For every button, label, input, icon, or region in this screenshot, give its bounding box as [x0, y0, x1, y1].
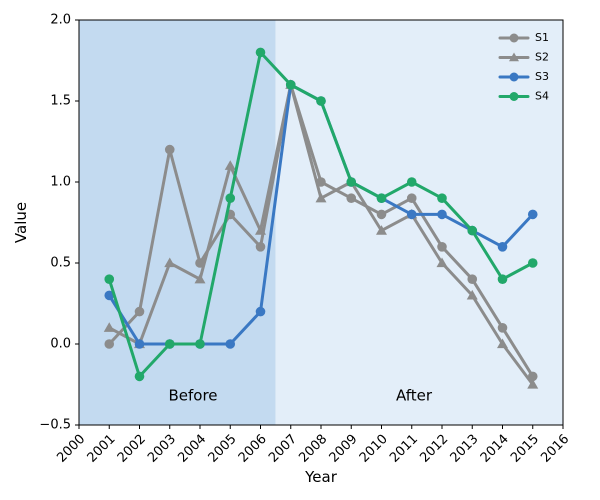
- y-tick-label: −0.5: [39, 418, 71, 433]
- legend: S1 S2 S3 S4: [498, 31, 549, 103]
- x-axis-title: Year: [304, 468, 338, 486]
- data-point-s3: [255, 306, 266, 317]
- legend-item-s4: S4: [498, 90, 549, 103]
- data-point-s3: [225, 339, 236, 349]
- x-tick-label: 2010: [357, 432, 391, 466]
- x-tick-label: 2015: [508, 432, 542, 466]
- x-tick-label: 2007: [266, 432, 300, 466]
- x-tick-label: 2000: [54, 432, 88, 466]
- x-tick-label: 2013: [448, 432, 482, 466]
- data-point-s4: [376, 193, 387, 203]
- data-point-s1: [497, 323, 508, 333]
- legend-marker: [509, 52, 519, 62]
- y-tick-label: 1.0: [50, 175, 71, 190]
- data-point-s2: [376, 225, 387, 235]
- x-tick-label: 2004: [175, 432, 209, 466]
- data-point-s2: [497, 338, 508, 349]
- data-point-s2: [194, 273, 206, 284]
- data-point-s2: [103, 322, 115, 332]
- region-label-before: Before: [168, 386, 217, 404]
- region-label-after: After: [396, 386, 433, 404]
- data-point-s2: [224, 160, 236, 170]
- region-after: [275, 20, 563, 425]
- data-point-s3: [527, 209, 538, 220]
- data-point-s1: [255, 242, 266, 252]
- y-tick-label: 1.5: [50, 94, 71, 109]
- data-point-s4: [195, 339, 205, 349]
- series-s4: [104, 47, 538, 382]
- regions-layer: Before After: [79, 20, 563, 425]
- data-point-s2: [436, 257, 448, 268]
- region-before: [79, 20, 276, 425]
- data-point-s4: [104, 274, 115, 285]
- y-tick-label: 2.0: [50, 13, 71, 28]
- data-point-s1: [406, 193, 417, 203]
- legend-label: S2: [535, 51, 549, 64]
- x-tick-label: 2002: [115, 432, 149, 466]
- legend-marker: [509, 33, 519, 43]
- data-point-s1: [467, 274, 478, 285]
- legend-label: S1: [535, 31, 549, 44]
- data-point-s1: [376, 209, 387, 220]
- data-point-s1: [134, 306, 145, 317]
- data-point-s3: [406, 209, 417, 220]
- legend-marker: [509, 92, 519, 101]
- data-point-s1: [437, 242, 447, 252]
- x-tick-label: 2009: [327, 432, 361, 466]
- data-point-s4: [164, 339, 175, 349]
- legend-item-s3: S3: [498, 70, 549, 83]
- data-point-s2: [527, 379, 539, 389]
- data-point-s4: [467, 225, 478, 236]
- data-point-s2: [255, 225, 266, 235]
- legend-label: S3: [535, 70, 549, 83]
- x-tick-label: 2003: [145, 432, 179, 466]
- y-tick-label: 0.0: [50, 337, 71, 352]
- data-point-s1: [164, 144, 175, 155]
- data-point-s4: [134, 371, 145, 382]
- legend-marker: [509, 72, 519, 82]
- x-tick-label: 2011: [387, 432, 421, 466]
- x-tick-label: 2008: [296, 432, 330, 466]
- data-point-s4: [225, 193, 236, 203]
- legend-item-s2: S2: [498, 51, 549, 64]
- data-point-s4: [316, 96, 326, 106]
- data-point-s4: [346, 177, 357, 187]
- data-point-s3: [134, 339, 145, 349]
- data-point-s2: [315, 192, 327, 203]
- data-point-s4: [527, 258, 538, 268]
- data-point-s4: [497, 274, 508, 285]
- series-s1: [104, 80, 538, 382]
- data-point-s2: [466, 289, 478, 300]
- data-point-s3: [497, 242, 508, 252]
- data-point-s3: [104, 290, 115, 301]
- data-point-s4: [255, 47, 266, 58]
- data-point-s2: [164, 257, 176, 268]
- legend-item-s1: S1: [498, 31, 549, 44]
- y-tick-label: 0.5: [50, 256, 71, 271]
- data-point-s4: [437, 193, 447, 203]
- x-tick-label: 2001: [85, 432, 119, 466]
- x-tick-label: 2014: [478, 432, 512, 466]
- data-point-s4: [285, 80, 296, 90]
- data-point-s4: [406, 177, 417, 187]
- x-tick-label: 2016: [538, 432, 572, 466]
- data-point-s3: [437, 209, 447, 220]
- data-point-s1: [346, 193, 357, 203]
- y-axis-title: Value: [12, 202, 30, 243]
- x-tick-label: 2006: [236, 432, 270, 466]
- x-tick-label: 2005: [206, 432, 240, 466]
- series-layer: [103, 47, 539, 389]
- data-point-s1: [104, 339, 115, 349]
- x-tick-label: 2012: [417, 432, 451, 466]
- legend-label: S4: [535, 90, 549, 103]
